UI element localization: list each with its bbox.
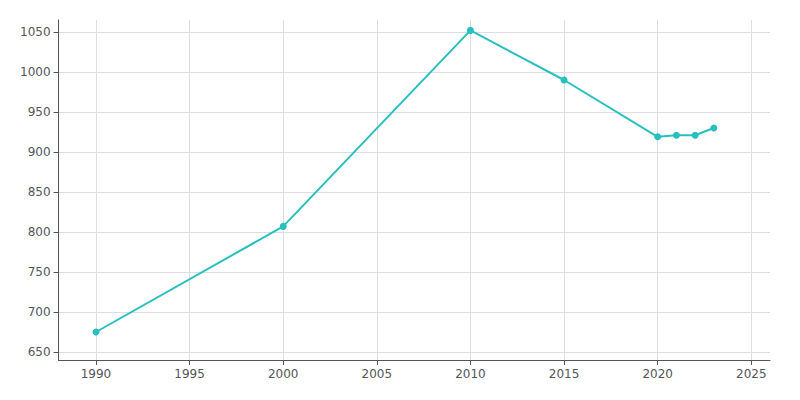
- svg-text:800: 800: [28, 225, 51, 239]
- svg-text:1000: 1000: [20, 65, 51, 79]
- svg-text:950: 950: [28, 105, 51, 119]
- svg-text:2000: 2000: [268, 367, 299, 381]
- svg-text:2020: 2020: [642, 367, 673, 381]
- svg-text:1050: 1050: [20, 25, 51, 39]
- svg-text:750: 750: [28, 265, 51, 279]
- svg-text:2010: 2010: [455, 367, 486, 381]
- svg-text:650: 650: [28, 345, 51, 359]
- svg-text:2005: 2005: [362, 367, 393, 381]
- svg-text:1990: 1990: [81, 367, 112, 381]
- svg-text:2015: 2015: [549, 367, 580, 381]
- svg-text:900: 900: [28, 145, 51, 159]
- svg-text:850: 850: [28, 185, 51, 199]
- svg-text:2025: 2025: [736, 367, 767, 381]
- svg-text:700: 700: [28, 305, 51, 319]
- svg-text:1995: 1995: [174, 367, 205, 381]
